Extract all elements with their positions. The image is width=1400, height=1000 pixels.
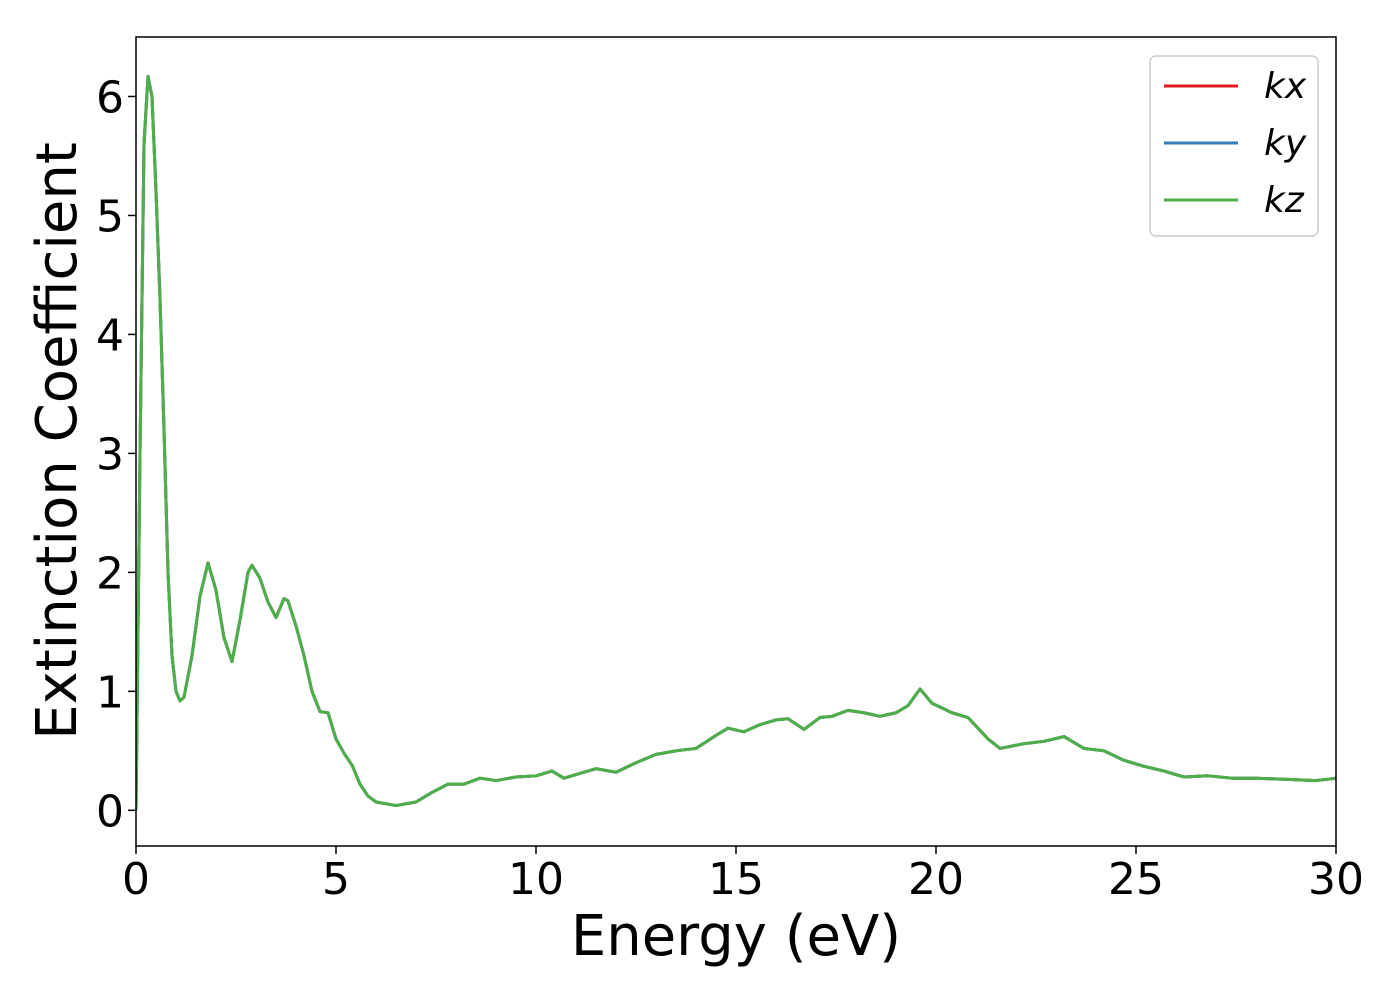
y-tick-label: 6 — [96, 72, 124, 123]
legend-label: ky — [1264, 123, 1307, 164]
y-tick-label: 4 — [96, 310, 124, 361]
plot-frame — [135, 36, 1337, 847]
y-tick-label: 5 — [96, 191, 124, 242]
x-tick-label: 30 — [1308, 854, 1364, 905]
x-tick-label: 10 — [508, 854, 564, 905]
legend-box — [1149, 55, 1319, 237]
y-axis-label: Extinction Coefficient — [25, 142, 90, 740]
x-tick-label: 25 — [1108, 854, 1164, 905]
x-tick-label: 0 — [122, 854, 150, 905]
x-axis-label: Energy (eV) — [571, 904, 901, 969]
legend-label: kx — [1264, 66, 1307, 107]
x-tick-label: 5 — [322, 854, 350, 905]
y-tick-label: 3 — [96, 429, 124, 480]
series-line — [136, 74, 1336, 811]
legend-label: kz — [1264, 180, 1305, 221]
y-tick-label: 0 — [96, 786, 124, 837]
y-tick-label: 1 — [96, 667, 124, 718]
x-tick-label: 20 — [908, 854, 964, 905]
y-tick-label: 2 — [96, 548, 124, 599]
x-tick-label: 15 — [708, 854, 764, 905]
